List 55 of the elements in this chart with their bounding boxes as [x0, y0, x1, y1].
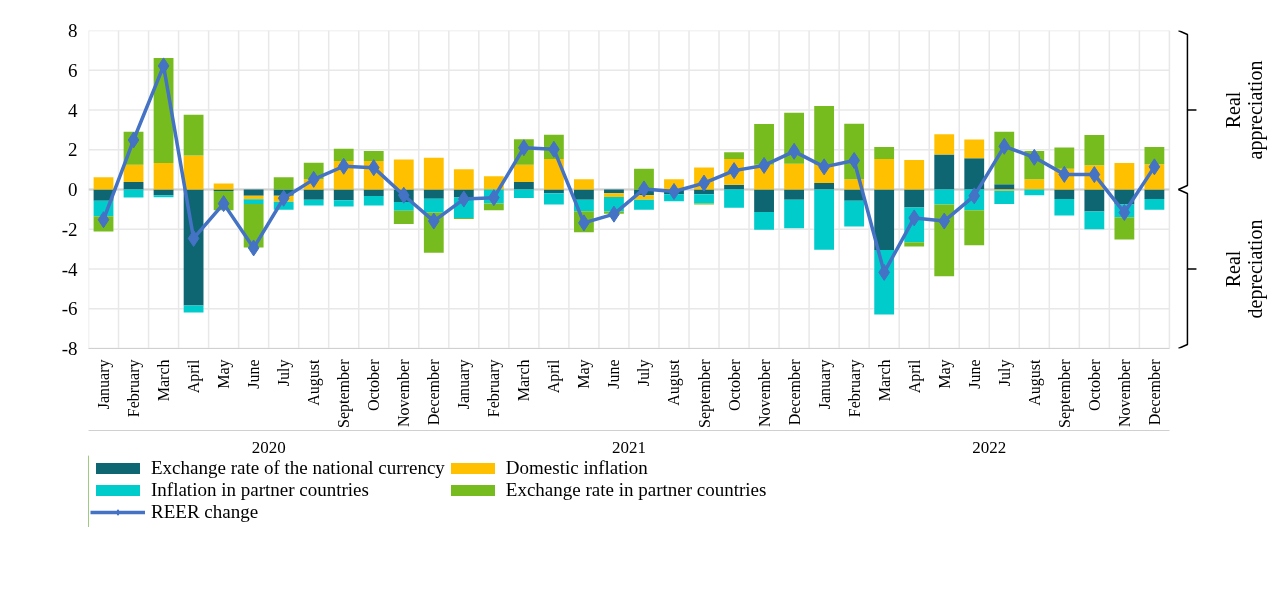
x-tick-label: June [245, 359, 263, 389]
y-tick-label: 0 [68, 179, 78, 200]
x-tick-label: April [185, 358, 204, 394]
x-tick-label: August [665, 358, 684, 406]
legend-label: Inflation in partner countries [151, 479, 369, 501]
x-tick-label: January [455, 359, 474, 410]
text: Real depreciation [1222, 219, 1268, 319]
x-tick-label: November [395, 358, 413, 428]
x-tick-label: June [605, 359, 623, 389]
y-tick-label: -2 [61, 218, 78, 240]
x-tick-label: October [1085, 358, 1103, 412]
x-tick-label: March [155, 359, 173, 402]
legend-label: REER change [151, 501, 259, 523]
x-tick-label: June [965, 359, 983, 389]
x-tick-label: November [755, 358, 773, 428]
text: 2020 [251, 437, 286, 457]
legend-label: Exchange rate in partner countries [505, 479, 767, 501]
x-tick-label: May [215, 359, 234, 389]
y-tick-label: -4 [61, 258, 78, 280]
legend-label: Exchange rate of the national currency [151, 457, 445, 479]
text: 2022 [972, 437, 1007, 457]
x-tick-label: May [575, 359, 594, 389]
x-tick-label: February [125, 359, 144, 418]
y-tick-label: -6 [61, 298, 78, 320]
x-tick-label: January [95, 359, 114, 410]
x-tick-label: July [635, 359, 654, 387]
x-tick-label: February [845, 359, 864, 418]
x-tick-label: September [335, 358, 354, 428]
x-tick-label: April [545, 358, 564, 394]
y-tick-label: 8 [68, 20, 78, 41]
x-tick-label: March [875, 359, 893, 402]
y-tick-label: 4 [68, 99, 78, 121]
x-tick-label: August [305, 358, 324, 406]
x-tick-label: October [725, 358, 743, 412]
x-tick-label: February [485, 359, 504, 418]
x-tick-label: December [785, 358, 803, 426]
x-tick-label: May [935, 359, 954, 389]
y-tick-label: -8 [61, 338, 78, 359]
x-tick-label: October [365, 358, 383, 412]
x-tick-label: July [995, 359, 1014, 387]
x-tick-label: July [275, 359, 294, 387]
x-tick-label: January [815, 359, 834, 410]
x-tick-label: December [1145, 358, 1163, 426]
x-tick-label: November [1115, 358, 1133, 428]
x-tick-label: August [1025, 358, 1044, 406]
y-tick-label: 6 [68, 59, 78, 81]
x-tick-label: April [905, 358, 924, 394]
text: Real appreciation [1222, 60, 1268, 160]
x-tick-label: December [425, 358, 443, 426]
x-tick-label: March [515, 359, 533, 402]
x-tick-label: September [695, 358, 714, 428]
y-tick-label: 2 [68, 139, 78, 161]
x-tick-label: September [1055, 358, 1074, 428]
legend-label: Domestic inflation [505, 457, 648, 479]
text: 2021 [611, 437, 646, 457]
